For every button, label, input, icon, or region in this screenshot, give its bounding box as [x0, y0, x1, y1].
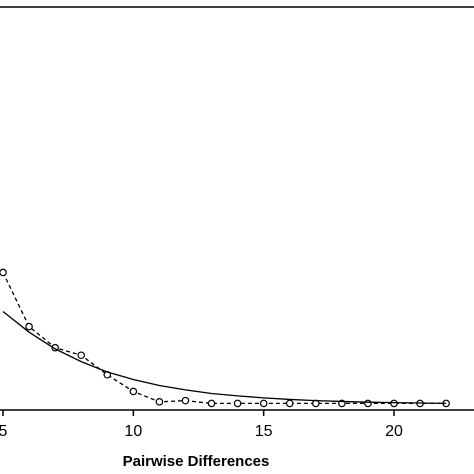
data-point-marker: [0, 268, 7, 277]
x-tick-label: 20: [385, 423, 403, 440]
data-point-marker: [129, 387, 138, 396]
observed-series-line: [2, 272, 447, 405]
data-point-marker: [155, 398, 164, 406]
x-axis-title: Pairwise Differences: [123, 453, 270, 470]
x-axis-ticks: 5 10 15 20: [0, 410, 403, 440]
data-point-marker: [390, 399, 398, 408]
data-point-marker: [364, 399, 372, 408]
x-tick-label: 15: [255, 423, 273, 440]
data-point-marker: [233, 399, 242, 408]
series-layer: [0, 268, 450, 408]
data-point-marker: [25, 322, 33, 331]
data-point-marker: [181, 396, 190, 405]
x-tick-label: 5: [0, 423, 8, 440]
data-point-marker: [259, 399, 268, 408]
data-point-marker: [285, 399, 294, 408]
x-tick-label: 10: [124, 423, 142, 440]
expected-series-line: [2, 310, 447, 405]
data-point-marker: [77, 351, 86, 360]
data-point-marker: [207, 399, 216, 408]
